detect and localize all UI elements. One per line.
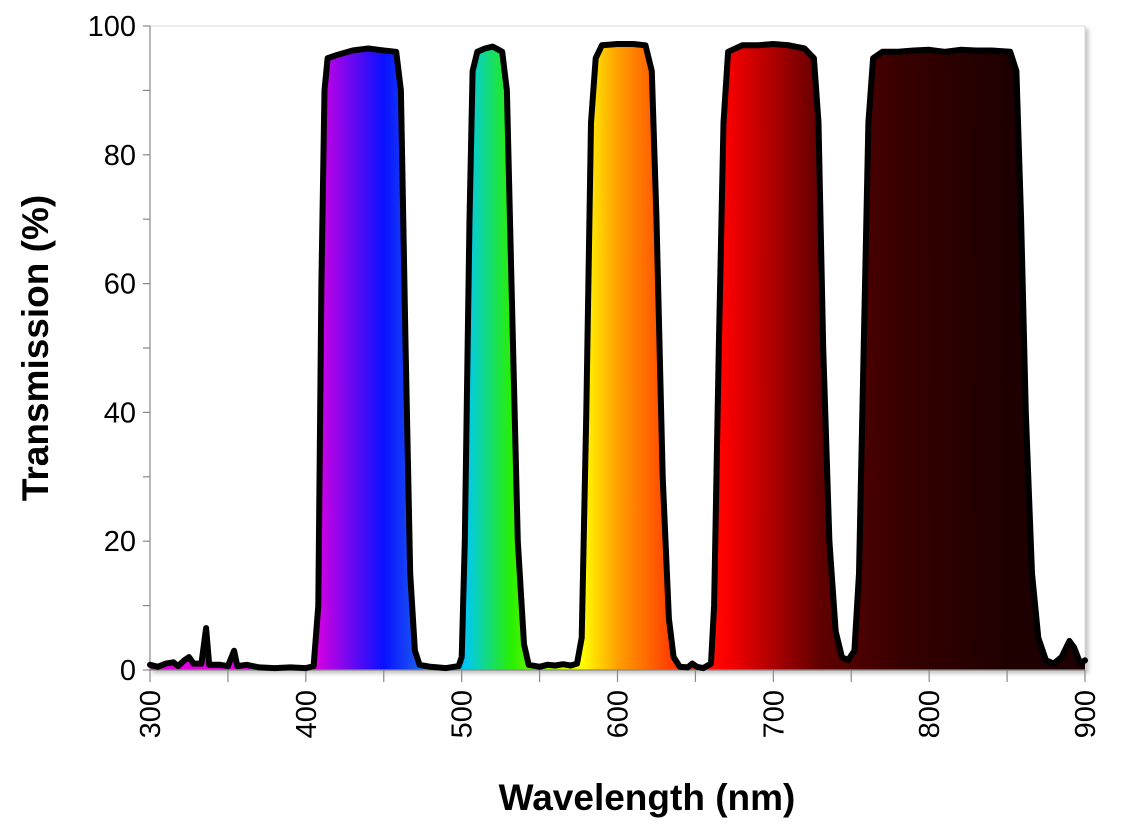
y-tick-label: 60 — [104, 269, 136, 301]
y-tick-label: 20 — [104, 526, 136, 558]
x-tick-label: 500 — [447, 690, 479, 738]
x-tick-label: 900 — [1070, 690, 1102, 738]
y-tick-label: 80 — [104, 140, 136, 172]
x-tick-label: 700 — [758, 690, 790, 738]
x-axis-title: Wavelength (nm) — [499, 777, 796, 818]
y-axis-title: Transmission (%) — [15, 195, 56, 501]
transmission-line — [147, 41, 1088, 672]
x-tick-label: 300 — [135, 690, 167, 738]
transmission-area — [150, 44, 1085, 670]
x-tick-label: 800 — [914, 690, 946, 738]
y-tick-label: 0 — [120, 655, 136, 687]
y-tick-label: 100 — [88, 11, 136, 43]
y-tick-label: 40 — [104, 397, 136, 429]
x-tick-label: 400 — [291, 690, 323, 738]
x-tick-label: 600 — [603, 690, 635, 738]
